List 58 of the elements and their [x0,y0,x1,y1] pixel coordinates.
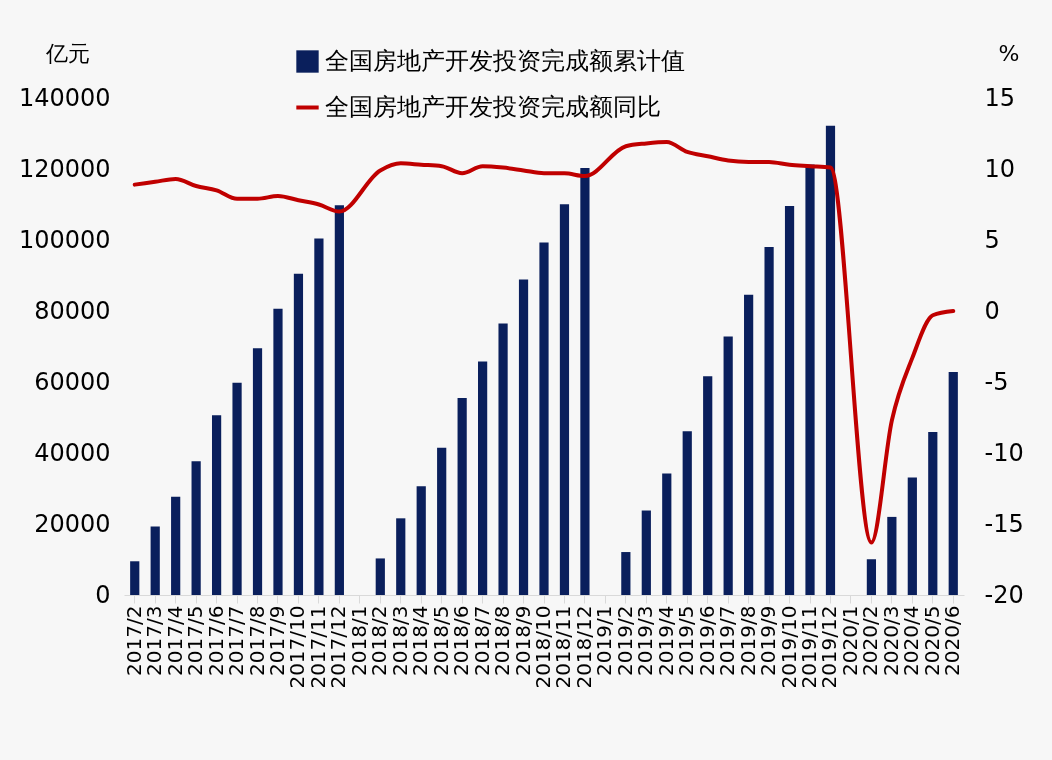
bar [928,432,938,595]
y2-tick-label: -15 [984,509,1024,538]
bar [416,486,426,595]
bar [559,204,570,595]
y2-tick-label: -20 [984,580,1024,609]
bar [396,518,406,595]
y-tick-label: 120000 [18,154,111,183]
y-tick-label: 60000 [34,367,111,396]
y-tick-label: 80000 [34,296,111,325]
bar [293,273,304,595]
bar [211,415,222,595]
bar [744,294,754,595]
bar [866,559,877,595]
bar [314,238,324,595]
line-series [132,140,956,545]
bar [273,308,283,595]
y-tick-label: 0 [95,580,111,609]
bar [232,382,242,595]
bar [703,376,713,595]
bar [437,447,447,595]
bar [723,336,733,595]
bar [641,510,651,595]
y2-tick-label: 10 [984,154,1016,183]
bar [518,279,529,595]
bar [784,205,795,595]
bar [150,526,160,595]
bar [764,247,774,595]
y2-tick-label: 5 [984,225,1000,254]
y-tick-label: 40000 [34,438,111,467]
bar [907,477,917,595]
bar [375,558,385,595]
bar [457,397,467,595]
bar [171,496,181,595]
y2-tick-label: -5 [984,367,1009,396]
bar [252,348,263,595]
bar [539,242,549,595]
y2-tick-label: 15 [984,83,1016,112]
y2-tick-label: 0 [984,296,1000,325]
bar [682,431,692,595]
bar [498,323,508,595]
y-tick-label: 20000 [34,509,111,538]
y2-axis-title: % [998,40,1020,66]
y-tick-label: 140000 [18,83,111,112]
bar [191,461,201,595]
legend-label: 全国房地产开发投资完成额累计值 [325,46,685,75]
legend-label: 全国房地产开发投资完成额同比 [325,92,661,121]
y2-tick-label: -10 [984,438,1024,467]
y-axis-title: 亿元 [44,40,90,66]
bar [825,125,836,595]
bar [334,205,344,595]
bar [621,552,631,595]
bar [948,372,958,595]
bar [478,361,488,595]
bar [130,561,140,595]
y-tick-label: 100000 [18,225,111,254]
bar [580,167,590,595]
bar [887,516,897,595]
bar [662,473,672,595]
